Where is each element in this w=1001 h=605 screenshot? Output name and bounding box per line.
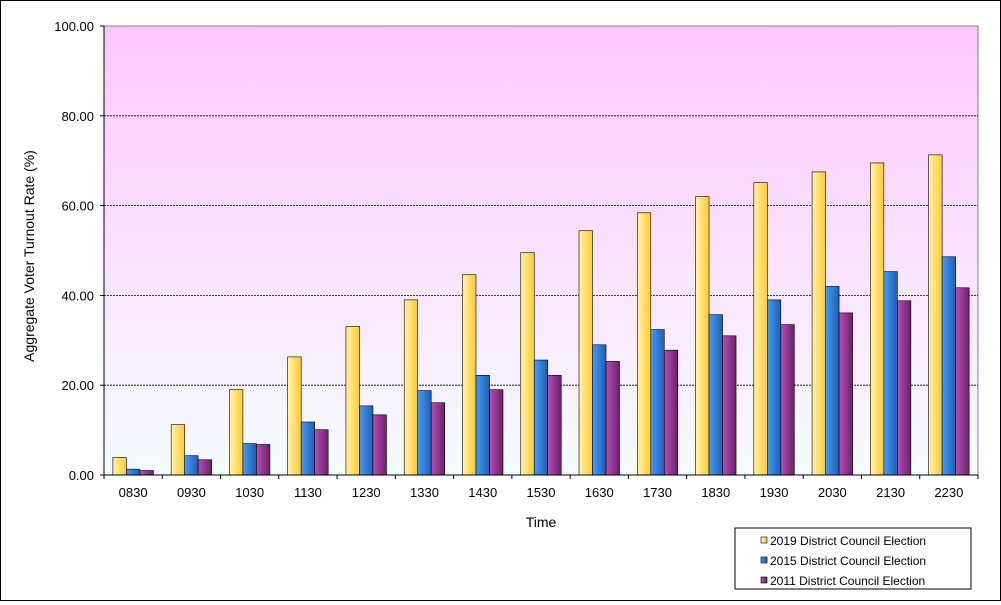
x-tick-label: 0830: [119, 485, 148, 500]
bar-1430-series-2: [489, 389, 504, 476]
bar-1030-series-2: [256, 444, 271, 476]
x-tick-label: 1430: [468, 485, 497, 500]
bar-2230-series-1: [941, 256, 956, 476]
bar-2130-series-0: [870, 162, 885, 476]
bar-0830-series-0: [112, 457, 127, 476]
legend-swatch-1: [760, 556, 768, 564]
y-tick-label: 100.00: [54, 19, 94, 34]
bar-1530-series-0: [520, 252, 535, 476]
x-tick-label: 1530: [527, 485, 556, 500]
y-tick-label: 40.00: [61, 288, 94, 303]
x-tick-label: 2230: [934, 485, 963, 500]
y-tick-label: 20.00: [61, 378, 94, 393]
bar-1830-series-1: [708, 314, 723, 476]
bar-1130-series-2: [314, 429, 329, 476]
legend: 2019 District Council Election 2015 Distr…: [734, 527, 972, 590]
bars: [112, 154, 970, 476]
bar-1530-series-2: [547, 375, 562, 476]
bar-1730-series-2: [663, 349, 679, 476]
bar-1330-series-1: [417, 390, 432, 476]
bar-0930-series-1: [184, 455, 199, 476]
bar-1630-series-0: [578, 230, 593, 476]
x-tick-label: 1630: [585, 485, 614, 500]
y-axis-ticks: 0.00 20.00 40.00 60.00 80.00 100.00: [54, 19, 104, 483]
x-tick-label: 1830: [701, 485, 730, 500]
bar-1230-series-2: [372, 414, 387, 476]
x-tick-label: 1930: [760, 485, 789, 500]
bar-1630-series-2: [605, 361, 620, 476]
bar-1930-series-1: [767, 299, 782, 476]
legend-label-0: 2019 District Council Election: [770, 534, 926, 548]
bar-1330-series-0: [403, 299, 419, 476]
bar-2030-series-0: [811, 171, 826, 476]
y-tick-label: 80.00: [61, 109, 94, 124]
legend-label-1: 2015 District Council Election: [770, 554, 926, 568]
x-axis-ticks: 0830 0930 1030 1130 1230 1330 1430 1530 1630 1730…: [103, 475, 979, 500]
legend-swatch-2: [760, 576, 768, 584]
bar-2130-series-2: [897, 300, 912, 476]
legend-box: [734, 527, 972, 590]
bar-0830-series-1: [126, 468, 141, 476]
bar-1530-series-1: [533, 359, 549, 476]
x-tick-label: 1230: [352, 485, 381, 500]
bar-2230-series-0: [928, 154, 943, 476]
bar-2030-series-1: [825, 286, 840, 476]
bar-1030-series-1: [242, 443, 257, 476]
x-tick-label: 1030: [235, 485, 264, 500]
x-tick-label: 1730: [643, 485, 672, 500]
bar-0930-series-2: [197, 459, 212, 476]
x-axis-label: Time: [526, 514, 557, 530]
bar-1430-series-0: [462, 274, 477, 476]
x-tick-label: 2130: [876, 485, 905, 500]
bar-1330-series-2: [430, 402, 446, 476]
bar-1730-series-0: [636, 212, 652, 476]
bar-1230-series-1: [359, 405, 374, 476]
bar-1730-series-1: [650, 329, 665, 476]
bar-2230-series-2: [955, 287, 970, 476]
y-tick-label: 60.00: [61, 199, 94, 214]
bar-1630-series-1: [592, 344, 607, 476]
bar-1430-series-1: [475, 375, 490, 476]
x-tick-label: 1330: [410, 485, 439, 500]
y-tick-label: 0.00: [69, 468, 94, 483]
bar-1830-series-2: [722, 335, 737, 476]
legend-label-2: 2011 District Council Election: [770, 574, 925, 588]
bar-1930-series-2: [780, 324, 795, 476]
legend-swatch-0: [760, 536, 768, 544]
x-tick-label: 0930: [177, 485, 206, 500]
bar-2130-series-1: [883, 271, 898, 476]
bar-0930-series-0: [170, 424, 185, 476]
y-axis-label: Aggregate Voter Turnout Rate (%): [21, 150, 37, 362]
bar-1230-series-0: [345, 326, 360, 476]
bar-1030-series-0: [229, 389, 244, 476]
bar-1130-series-0: [287, 356, 302, 476]
bar-1830-series-0: [695, 196, 710, 476]
x-tick-label: 2030: [818, 485, 847, 500]
bar-1130-series-1: [300, 421, 315, 476]
bar-2030-series-2: [838, 312, 853, 476]
bar-0830-series-2: [139, 470, 154, 476]
bar-1930-series-0: [753, 182, 768, 476]
x-tick-label: 1130: [294, 485, 322, 500]
